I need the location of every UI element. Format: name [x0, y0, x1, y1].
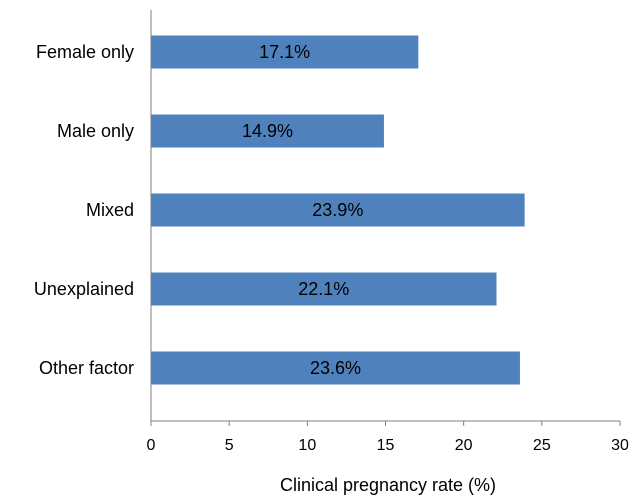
- data-label-3: 22.1%: [298, 279, 349, 299]
- category-labels-layer: Female only Male only Mixed Unexplained Othe…: [34, 42, 134, 378]
- category-label-3: Unexplained: [34, 279, 134, 299]
- x-tick-label-6: 30: [611, 437, 629, 454]
- category-label-0: Female only: [36, 42, 134, 62]
- x-tick-label-3: 15: [377, 437, 395, 454]
- bar-0: [151, 35, 419, 69]
- x-tick-label-4: 20: [455, 437, 473, 454]
- data-label-0: 17.1%: [259, 42, 310, 62]
- bar-2: [151, 193, 525, 227]
- data-label-2: 23.9%: [312, 200, 363, 220]
- x-tick-label-0: 0: [147, 437, 156, 454]
- category-label-1: Male only: [57, 121, 134, 141]
- x-tick-label-1: 5: [225, 437, 234, 454]
- data-labels-layer: 17.1% 14.9% 23.9% 22.1% 23.6%: [242, 42, 363, 378]
- data-label-4: 23.6%: [310, 358, 361, 378]
- data-label-1: 14.9%: [242, 121, 293, 141]
- category-label-4: Other factor: [39, 358, 134, 378]
- x-axis-title: Clinical pregnancy rate (%): [280, 475, 496, 495]
- bar-3: [151, 272, 497, 306]
- x-ticks-layer: 0 5 10 15 20 25 30: [147, 421, 629, 454]
- category-label-2: Mixed: [86, 200, 134, 220]
- x-tick-label-2: 10: [298, 437, 316, 454]
- x-tick-label-5: 25: [533, 437, 551, 454]
- bar-1: [151, 114, 384, 148]
- bars-layer: [151, 35, 525, 385]
- bar-4: [151, 351, 520, 385]
